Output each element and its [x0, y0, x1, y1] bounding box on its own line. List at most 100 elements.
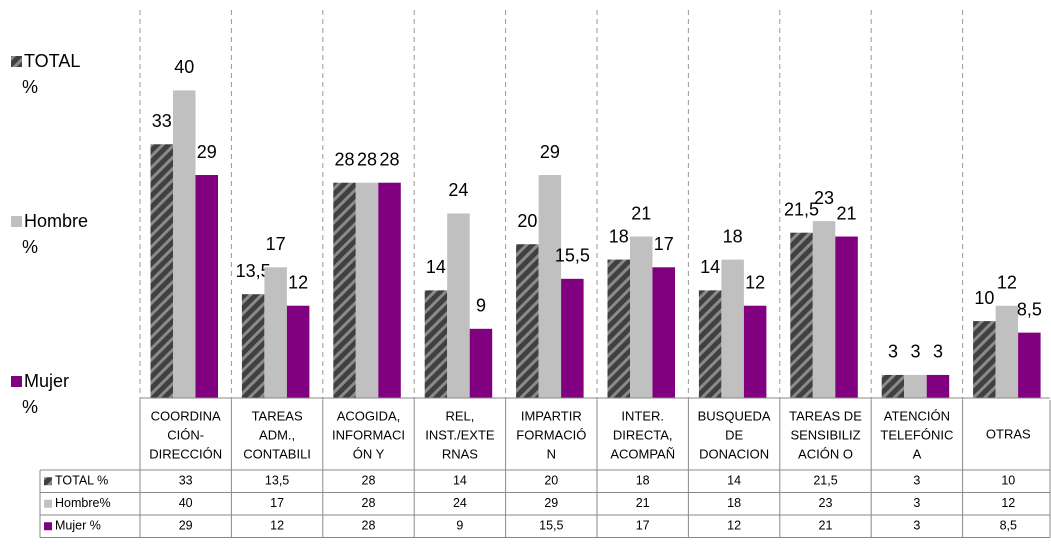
data-label: 12 — [997, 272, 1017, 292]
data-label: 3 — [933, 342, 943, 362]
table-cell: 18 — [727, 496, 741, 510]
table-cell: 3 — [913, 519, 920, 533]
table-cell: 12 — [727, 519, 741, 533]
table-row-label: Mujer % — [55, 519, 101, 533]
bar — [973, 321, 996, 398]
data-label: 12 — [745, 272, 765, 292]
bar — [926, 374, 950, 398]
category-label: ACIÓN O — [798, 446, 853, 461]
table-cell: 15,5 — [539, 519, 563, 533]
category-label: TAREAS — [252, 408, 303, 423]
bar — [447, 213, 470, 398]
category-label: DIRECCIÓN — [149, 446, 222, 461]
category-label: IMPARTIR — [521, 408, 582, 423]
data-label: 12 — [288, 272, 308, 292]
data-label: 28 — [357, 149, 377, 169]
data-label: 17 — [654, 234, 674, 254]
category-label: RNAS — [442, 446, 478, 461]
data-label: 18 — [723, 226, 743, 246]
table-cell: 28 — [362, 519, 376, 533]
category-label: ADM., — [259, 427, 295, 442]
bar — [195, 175, 218, 398]
category-label: DE — [725, 427, 743, 442]
bar — [378, 182, 401, 398]
category-label: FORMACIÓ — [516, 427, 586, 442]
category-label: ACOGIDA, — [337, 408, 401, 423]
category-label: TAREAS DE — [789, 408, 862, 423]
table-cell: 3 — [913, 474, 920, 488]
data-label: 21 — [837, 203, 857, 223]
category-label: COORDINA — [151, 408, 221, 423]
category-label: BUSQUEDA — [698, 408, 771, 423]
table-cell: 14 — [727, 474, 741, 488]
data-label: 3 — [888, 342, 898, 362]
table-row-label: Hombre% — [55, 496, 111, 510]
table-cell: 13,5 — [265, 474, 289, 488]
table-swatch — [44, 522, 52, 531]
data-label: 40 — [174, 57, 194, 77]
legend-label: % — [22, 237, 38, 257]
data-label: 17 — [266, 234, 286, 254]
table-row-label: TOTAL % — [55, 474, 108, 488]
table-cell: 29 — [544, 496, 558, 510]
category-label: N — [547, 446, 556, 461]
table-cell: 17 — [636, 519, 650, 533]
bar — [607, 259, 630, 398]
data-label: 29 — [197, 142, 217, 162]
table-cell: 10 — [1001, 474, 1015, 488]
category-label: ACOMPAÑ — [610, 446, 675, 461]
legend-swatch — [11, 216, 22, 227]
table-cell: 21 — [819, 519, 833, 533]
bar — [721, 259, 744, 398]
legend-swatch — [11, 376, 22, 387]
legend-swatch — [11, 56, 22, 67]
table-cell: 21 — [636, 496, 650, 510]
bar — [424, 290, 448, 398]
category-label: REL, — [445, 408, 474, 423]
legend-label: Mujer — [24, 371, 69, 391]
table-cell: 14 — [453, 474, 467, 488]
category-label: OTRAS — [986, 426, 1031, 441]
category-label: ÓN Y — [353, 446, 385, 461]
category-label: SENSIBILIZ — [790, 427, 860, 442]
table-cell: 8,5 — [1000, 519, 1017, 533]
legend-label: TOTAL — [24, 51, 80, 71]
data-label: 33 — [152, 111, 172, 131]
table-cell: 24 — [453, 496, 467, 510]
bar — [812, 221, 836, 398]
bar — [835, 236, 858, 398]
bar — [241, 294, 265, 398]
category-label: INST./EXTE — [425, 427, 495, 442]
data-label: 24 — [448, 180, 468, 200]
category-label: INTER. — [621, 408, 664, 423]
table-cell: 12 — [1001, 496, 1015, 510]
bar — [652, 267, 675, 398]
table-swatch — [44, 477, 52, 486]
bar — [516, 244, 539, 398]
data-label: 21 — [631, 203, 651, 223]
table-cell: 23 — [819, 496, 833, 510]
bar — [630, 236, 653, 398]
category-label: TELEFÓNIC — [880, 427, 953, 442]
data-label: 10 — [974, 288, 994, 308]
category-label: CIÓN- — [167, 427, 204, 442]
data-label: 20 — [517, 211, 537, 231]
bar — [150, 144, 173, 398]
data-label: 23 — [814, 188, 834, 208]
bar — [333, 182, 356, 398]
table-cell: 20 — [544, 474, 558, 488]
data-label: 14 — [426, 257, 446, 277]
data-label: 15,5 — [555, 246, 590, 266]
bar — [286, 305, 310, 398]
table-cell: 40 — [179, 496, 193, 510]
data-label: 28 — [335, 149, 355, 169]
table-cell: 3 — [913, 496, 920, 510]
data-label: 14 — [700, 257, 720, 277]
data-label: 18 — [609, 226, 629, 246]
category-label: A — [913, 446, 922, 461]
bar — [904, 374, 927, 398]
bar — [995, 305, 1019, 398]
category-label: INFORMACI — [332, 427, 405, 442]
data-label: 9 — [476, 296, 486, 316]
